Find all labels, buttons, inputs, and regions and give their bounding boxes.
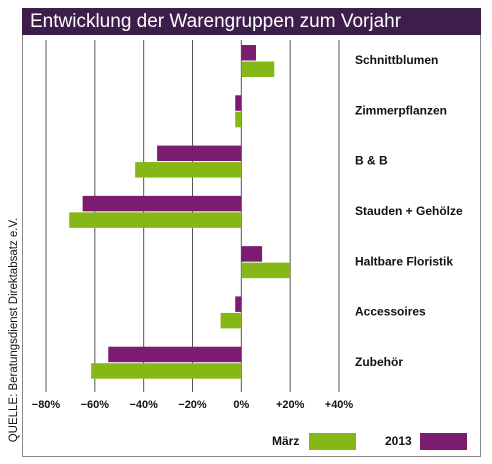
bar: [241, 45, 256, 61]
category-label: B & B: [355, 154, 388, 168]
bar: [82, 195, 242, 212]
bar: [108, 346, 242, 363]
x-tick-label: 0%: [233, 399, 249, 411]
bar: [241, 262, 291, 279]
category-label: Zimmerpflanzen: [355, 103, 447, 117]
bar: [241, 61, 275, 77]
source: QUELLE: Beratungsdienst Direktabsatz e.V…: [8, 218, 20, 443]
x-tick-label: −80%: [32, 399, 61, 411]
x-tick-label: +40%: [325, 399, 354, 411]
x-tick-label: +20%: [276, 399, 305, 411]
category-label: Zubehör: [355, 355, 403, 369]
legend-swatch: [420, 433, 467, 450]
bar: [241, 246, 263, 262]
legend-label: März: [272, 434, 299, 448]
category-label: Haltbare Floristik: [355, 254, 453, 268]
x-tick-label: −40%: [129, 399, 158, 411]
chart-title: Entwicklung der Warengruppen zum Vorjahr: [30, 11, 402, 32]
bar: [235, 111, 242, 128]
x-tick-label: −20%: [178, 399, 207, 411]
bar: [235, 296, 242, 312]
x-tick-label: −60%: [81, 399, 110, 411]
title-bar: [22, 8, 481, 35]
bar: [220, 312, 242, 329]
category-label: Schnittblumen: [355, 53, 438, 67]
category-label: Stauden + Gehölze: [355, 204, 463, 218]
bar: [235, 95, 242, 111]
bar: [157, 145, 242, 162]
category-label: Accessoires: [355, 305, 426, 319]
bar: [91, 363, 242, 379]
legend-label: 2013: [385, 434, 412, 448]
bar: [69, 212, 242, 228]
legend-swatch: [309, 433, 356, 450]
bar: [135, 162, 242, 178]
